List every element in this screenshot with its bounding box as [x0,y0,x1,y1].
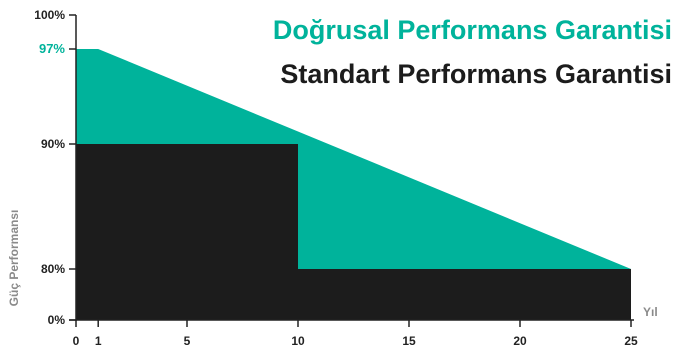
y-tick-label: 100% [34,8,65,22]
x-axis-title: Yıl [643,305,658,319]
x-tick-label: 15 [402,334,416,348]
x-tick-label: 1 [95,334,102,348]
x-tick-label: 25 [624,334,638,348]
chart-axes [69,15,634,321]
x-tick-label: 5 [184,334,191,348]
legend: Doğrusal Performans Garantisi Standart Pe… [273,15,672,89]
y-tick-label: 90% [41,137,65,151]
legend-item-1: Doğrusal Performans Garantisi [273,15,672,45]
x-tick-label: 20 [513,334,527,348]
chart-areas [76,49,631,320]
y-axis-title: Güç Performansı [7,210,21,307]
x-tick-label: 0 [73,334,80,348]
series-area-2 [76,144,631,320]
x-tick-labels: 0 1 5 10 15 20 25 [73,320,638,348]
y-tick-label: 0% [48,313,66,327]
x-tick-label: 10 [291,334,305,348]
legend-item-2: Standart Performans Garantisi [280,59,672,89]
y-tick-label: 80% [41,262,65,276]
y-tick-labels: 0% 80% 90% 97% 100% [34,8,76,327]
y-tick-label: 97% [39,41,65,56]
